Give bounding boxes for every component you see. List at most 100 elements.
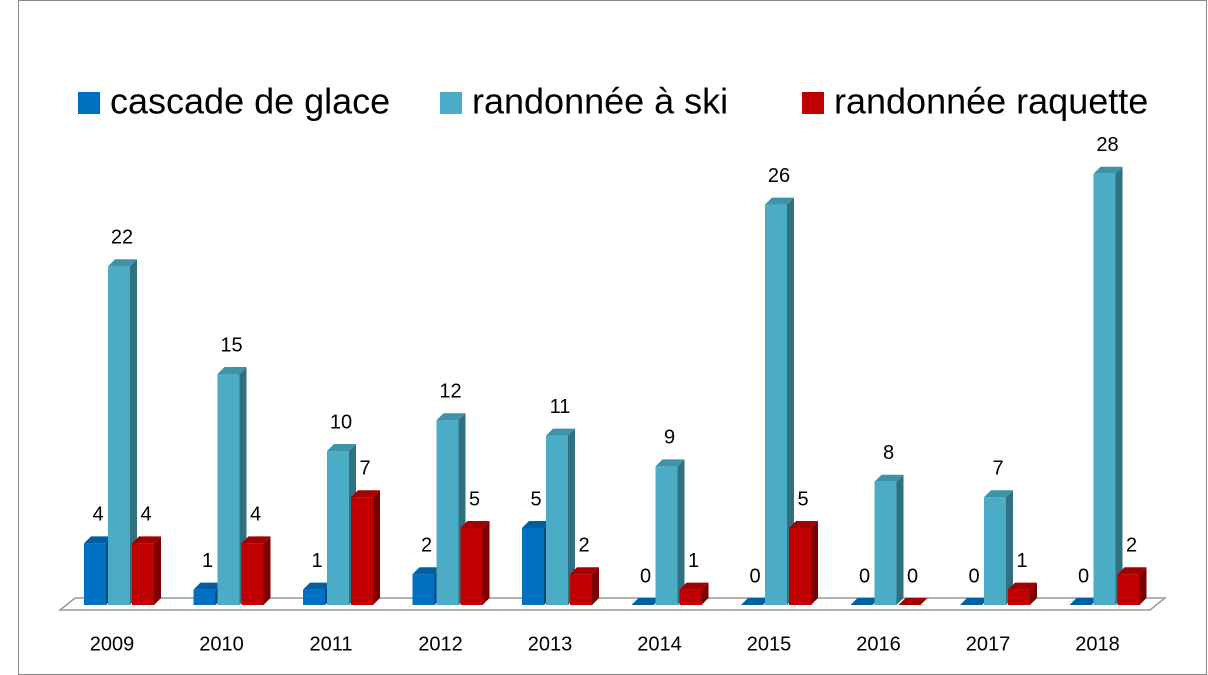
data-label: 1 [311, 550, 322, 572]
data-label: 0 [907, 565, 918, 587]
x-tick-label: 2014 [637, 633, 682, 655]
data-label: 2 [421, 534, 432, 556]
bar-front [132, 543, 154, 605]
bar-side [482, 521, 490, 605]
bar [850, 598, 880, 605]
bar [108, 259, 137, 605]
bar [1093, 166, 1123, 606]
bar [631, 598, 661, 605]
data-label: 0 [1078, 565, 1089, 587]
legend-label: randonnée à ski [472, 81, 728, 122]
bar-side [787, 197, 794, 605]
bar [570, 567, 599, 605]
data-label: 7 [992, 457, 1003, 479]
bar [874, 474, 904, 605]
x-tick-label: 2011 [309, 633, 352, 655]
x-tick-label: 2013 [528, 633, 573, 655]
bar-side [568, 428, 575, 605]
data-label: 1 [1016, 550, 1027, 572]
bar-front [546, 435, 568, 605]
data-label: 26 [768, 165, 790, 187]
legend-label: cascade de glace [110, 81, 390, 122]
bar-top [303, 582, 332, 590]
data-label: 1 [688, 550, 699, 572]
bar-side [701, 582, 709, 605]
data-label: 10 [330, 411, 352, 433]
bar-side [896, 474, 904, 605]
bar-top [874, 474, 904, 482]
x-tick-label: 2017 [966, 633, 1011, 655]
bar-top [1069, 598, 1099, 605]
x-tick-label: 2015 [747, 633, 792, 655]
bar-front [303, 589, 325, 605]
data-label: 0 [968, 565, 979, 587]
bar-top [241, 536, 271, 544]
data-label: 28 [1096, 134, 1118, 156]
bar-top [327, 444, 356, 451]
bar-front [412, 574, 435, 605]
bar-side [1030, 582, 1037, 605]
bar-side [1006, 490, 1013, 605]
bar-side [130, 259, 137, 605]
bar-front [679, 589, 702, 605]
bar-top [436, 413, 466, 421]
bar-top [789, 521, 818, 528]
legend-swatch [440, 92, 462, 114]
bar [460, 521, 490, 605]
bar [789, 521, 818, 605]
bar-front [217, 374, 240, 605]
data-label: 22 [111, 226, 133, 248]
data-label: 4 [92, 504, 103, 526]
bar-top [984, 490, 1013, 498]
bar-front [1117, 574, 1140, 605]
bar-front [570, 574, 592, 605]
bar-side [811, 521, 818, 605]
bar-top [655, 459, 685, 467]
bar-front [765, 204, 787, 605]
bar-top [741, 598, 770, 605]
legend-swatch [802, 92, 824, 114]
bar-front [193, 589, 216, 605]
bar-top [1117, 567, 1147, 575]
bar-front [655, 466, 678, 605]
bar [1117, 567, 1147, 605]
bar-top [84, 536, 113, 544]
bar-top [132, 536, 161, 544]
data-label: 4 [250, 504, 261, 526]
bar-front [84, 543, 106, 605]
data-label: 2 [1126, 534, 1137, 556]
bar-front [789, 528, 811, 605]
bar-top [217, 367, 247, 374]
bar-top [546, 428, 575, 436]
data-label: 4 [140, 504, 151, 526]
bar-front [1008, 589, 1030, 605]
bar-side [373, 490, 380, 605]
bar-top [898, 598, 928, 605]
bar [765, 197, 794, 605]
bar-side [1115, 166, 1123, 606]
bar-front [436, 420, 459, 605]
bar [351, 490, 380, 605]
data-label: 8 [883, 442, 894, 464]
bar-top [460, 521, 490, 528]
bar [1008, 582, 1037, 605]
bar-top [765, 197, 794, 205]
bar-front [460, 528, 483, 605]
data-label: 0 [749, 565, 760, 587]
bar-front [241, 543, 264, 605]
bar-top [631, 598, 661, 605]
bar [241, 536, 271, 605]
bar-top [108, 259, 137, 267]
bar-side [154, 536, 161, 605]
data-label: 5 [797, 488, 808, 510]
bar-top [679, 582, 709, 590]
bar-top [412, 567, 442, 575]
bar-top [522, 521, 551, 528]
bar [960, 598, 989, 605]
bar-front [108, 266, 130, 605]
data-label: 1 [202, 550, 213, 572]
bar-top [850, 598, 880, 605]
data-label: 12 [439, 380, 461, 402]
bar-front [522, 528, 544, 605]
data-label: 5 [469, 488, 480, 510]
